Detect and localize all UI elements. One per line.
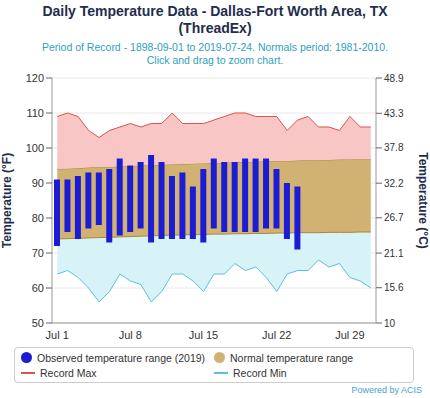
svg-text:Jul 29: Jul 29	[335, 329, 364, 341]
html-text:Period of Record - 1898-09-01: Period of Record - 1898-09-01 to 2019-07…	[41, 41, 389, 66]
svg-text:43.3: 43.3	[384, 108, 404, 119]
svg-text:Temperature (°C): Temperature (°C)	[416, 152, 422, 249]
html-text:Powered by ACIS: Powered by ACIS	[351, 385, 422, 395]
svg-text:15.6: 15.6	[384, 282, 404, 293]
svg-text:32.2: 32.2	[384, 178, 404, 189]
svg-text:50: 50	[32, 317, 44, 329]
svg-text:48.9: 48.9	[384, 73, 404, 84]
svg-text:70: 70	[32, 247, 44, 259]
svg-text:Jul 15: Jul 15	[189, 329, 218, 341]
svg-text:100: 100	[26, 142, 44, 154]
html-text:Observed temperature range (20: Observed temperature range (2019)	[37, 351, 206, 364]
svg-text:60: 60	[32, 282, 44, 294]
html-text:Record Min: Record Min	[233, 366, 287, 379]
svg-text:37.8: 37.8	[384, 142, 404, 153]
svg-text:90: 90	[32, 177, 44, 189]
html-text:Record Max: Record Max	[40, 366, 97, 379]
svg-text:Jul 8: Jul 8	[119, 329, 142, 341]
svg-text:80: 80	[32, 212, 44, 224]
svg-text:120: 120	[26, 72, 44, 84]
svg-text:Temperature (°F): Temperature (°F)	[8, 153, 14, 248]
svg-text:21.1: 21.1	[384, 248, 404, 259]
svg-text:26.7: 26.7	[384, 212, 404, 223]
svg-text:10: 10	[384, 318, 396, 329]
html-text:Normal temperature range: Normal temperature range	[230, 351, 354, 364]
svg-text:110: 110	[26, 107, 44, 119]
svg-text:Jul 1: Jul 1	[46, 329, 69, 341]
html-text:Daily Temperature Data - Dalla: Daily Temperature Data - Dallas-Fort Wor…	[42, 3, 388, 36]
svg-text:Jul 22: Jul 22	[262, 329, 291, 341]
